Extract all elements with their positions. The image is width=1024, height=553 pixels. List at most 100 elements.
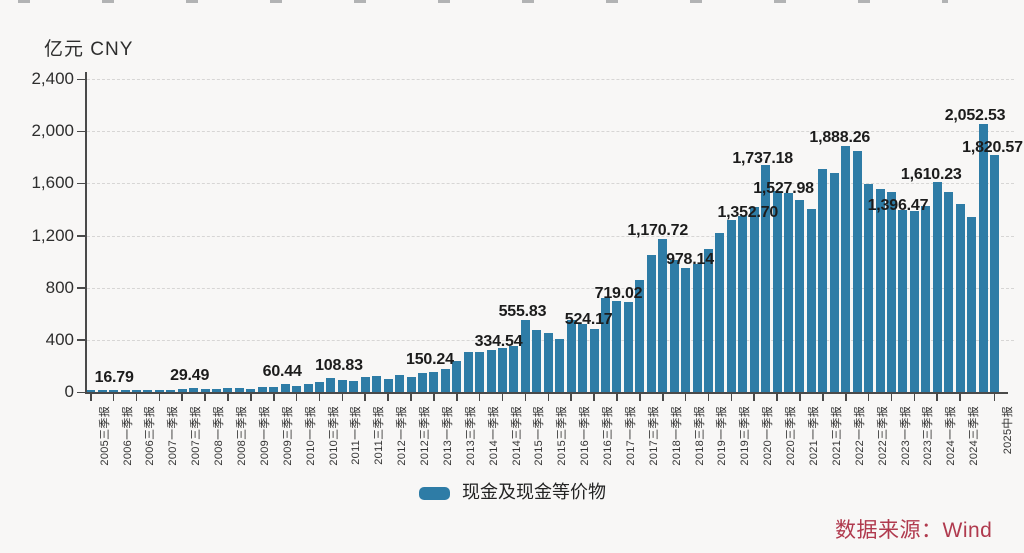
x-axis-tick	[844, 394, 847, 401]
bar	[784, 192, 794, 392]
bar	[463, 352, 473, 392]
x-tick-label: 2009一季报	[258, 406, 271, 466]
bar	[406, 376, 416, 392]
bar	[864, 183, 874, 392]
bar	[944, 192, 954, 392]
bar	[97, 389, 107, 392]
cropped-text-artifact	[18, 0, 948, 3]
y-axis-tick	[77, 339, 85, 341]
y-axis-tick	[77, 287, 85, 289]
bar-value-label: 1,170.72	[627, 222, 689, 240]
bar	[989, 154, 999, 392]
x-tick-label: 2007三季报	[190, 406, 203, 466]
x-tick-label: 2018一季报	[670, 406, 683, 466]
x-axis-tick	[433, 394, 435, 401]
x-tick-label: 2024三季报	[968, 406, 981, 466]
x-axis-tick	[318, 394, 321, 401]
bar-value-label: 1,888.26	[809, 128, 871, 146]
x-axis-tick	[639, 394, 641, 401]
x-tick-label: 2014一季报	[487, 406, 500, 466]
bar-value-label: 60.44	[262, 363, 302, 381]
bar	[189, 388, 199, 392]
bar-value-label: 1,610.23	[900, 165, 962, 183]
y-axis-tick	[77, 235, 85, 237]
x-tick-label: 2015一季报	[533, 406, 546, 466]
bar	[395, 374, 405, 392]
legend: 现金及现金等价物	[419, 479, 606, 503]
y-tick-label: 1,200	[31, 225, 74, 245]
bar	[909, 211, 919, 392]
bar	[601, 298, 610, 392]
bar	[143, 389, 153, 392]
bar	[555, 338, 565, 392]
bar	[303, 384, 313, 392]
x-axis-tick	[890, 394, 893, 401]
x-tick-label: 2010三季报	[327, 406, 340, 466]
x-axis-tick	[181, 394, 184, 401]
y-tick-label: 400	[45, 329, 74, 349]
bar	[967, 217, 977, 392]
bar	[200, 388, 210, 392]
bar-value-label: 1,527.98	[753, 179, 814, 197]
x-tick-label: 2022三季报	[876, 406, 889, 466]
x-axis-tick	[227, 394, 229, 401]
x-tick-label: 2021一季报	[808, 406, 820, 466]
bar	[795, 200, 805, 392]
x-tick-label: 2016一季报	[579, 406, 592, 466]
x-tick-label: 2011三季报	[373, 406, 386, 465]
bar	[955, 203, 965, 392]
bar	[109, 390, 119, 392]
x-tick-label: 2023一季报	[899, 406, 912, 466]
x-tick-label: 2024一季报	[945, 406, 958, 466]
bar	[898, 209, 908, 392]
bar	[578, 323, 588, 392]
x-axis-tick	[822, 394, 824, 401]
y-axis-tick	[77, 130, 85, 133]
x-tick-label: 2012三季报	[419, 406, 432, 466]
data-source-label: 数据来源：Wind	[835, 519, 993, 542]
bar	[131, 390, 141, 392]
bar	[806, 208, 816, 392]
bar-value-label: 108.83	[315, 356, 363, 374]
x-axis-tick	[913, 394, 916, 401]
x-axis-tick	[341, 394, 344, 401]
y-tick-label: 800	[45, 277, 74, 297]
gridline	[87, 79, 1014, 80]
bar	[841, 145, 851, 392]
x-tick-label: 2008三季报	[236, 406, 248, 466]
x-axis-tick	[959, 394, 961, 401]
x-tick-label: 2005三季报	[98, 406, 111, 466]
x-axis-tick	[387, 394, 389, 401]
x-axis-tick	[158, 394, 161, 401]
bar	[703, 248, 713, 392]
bar-value-label: 555.83	[498, 302, 547, 320]
x-axis-tick	[364, 394, 367, 401]
bar	[383, 379, 393, 392]
bar	[566, 320, 576, 392]
x-axis-tick	[272, 394, 275, 401]
bar-value-label: 1,352.70	[717, 203, 779, 221]
x-tick-label: 2009三季报	[281, 406, 294, 466]
x-tick-label: 2013三季报	[464, 406, 477, 466]
bar	[452, 361, 462, 392]
x-axis-tick	[684, 394, 687, 401]
x-axis-tick	[707, 394, 710, 401]
bar	[818, 168, 828, 392]
bar-value-label: 978.14	[666, 251, 714, 269]
x-axis-tick	[135, 394, 138, 401]
bar	[921, 205, 931, 392]
bar	[486, 350, 496, 392]
bar	[681, 268, 691, 392]
x-axis-line	[85, 392, 1008, 394]
bar	[669, 260, 679, 392]
bar-value-label: 150.24	[406, 351, 454, 369]
bar	[532, 330, 542, 392]
bar-value-label: 16.79	[94, 368, 134, 386]
y-axis-tick	[77, 391, 85, 394]
x-axis-tick	[616, 394, 618, 401]
x-axis-tick	[661, 394, 664, 401]
x-tick-label: 2020三季报	[785, 406, 798, 466]
x-tick-label: 2016三季报	[602, 406, 615, 466]
bar	[761, 165, 771, 392]
y-axis-tick	[77, 78, 85, 81]
